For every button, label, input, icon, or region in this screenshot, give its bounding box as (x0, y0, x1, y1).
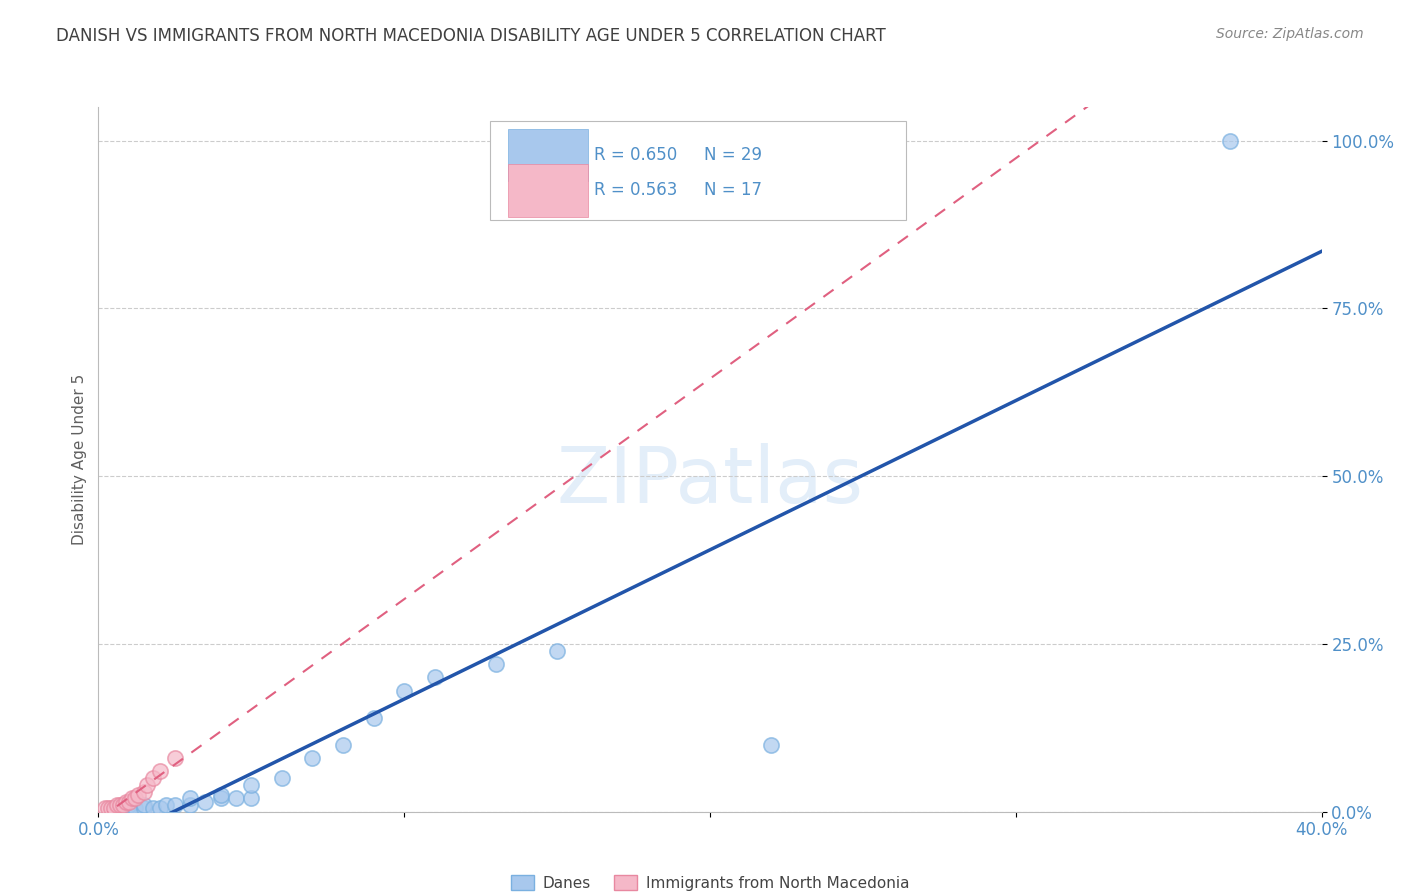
Point (194, 795, 217, 809)
Text: R = 0.563: R = 0.563 (593, 181, 678, 199)
Point (108, 797, 131, 812)
Point (103, 801, 125, 815)
Point (363, 711, 385, 725)
Point (124, 801, 146, 815)
Text: DANISH VS IMMIGRANTS FROM NORTH MACEDONIA DISABILITY AGE UNDER 5 CORRELATION CHA: DANISH VS IMMIGRANTS FROM NORTH MACEDONI… (56, 27, 886, 45)
Point (134, 784, 156, 798)
Point (111, 801, 134, 815)
Point (134, 797, 156, 812)
Text: ZIPatlas: ZIPatlas (557, 442, 863, 518)
Point (546, 643, 568, 657)
Point (134, 801, 156, 815)
Point (485, 657, 508, 671)
Point (149, 764, 172, 779)
Text: Source: ZipAtlas.com: Source: ZipAtlas.com (1216, 27, 1364, 41)
Text: N = 17: N = 17 (704, 181, 762, 199)
Point (179, 797, 201, 812)
Point (100, 801, 122, 815)
Point (270, 771, 292, 785)
Point (142, 801, 165, 815)
Point (115, 795, 138, 809)
Point (392, 684, 416, 698)
Point (105, 797, 128, 812)
Y-axis label: Disability Age Under 5: Disability Age Under 5 (72, 374, 87, 545)
Point (209, 788, 232, 802)
Point (759, 738, 782, 752)
Point (118, 801, 141, 815)
Point (93, 801, 115, 815)
Point (163, 797, 186, 812)
Point (240, 778, 263, 792)
Point (163, 751, 186, 765)
Point (149, 801, 172, 815)
Point (103, 801, 125, 815)
Point (118, 797, 141, 812)
Point (332, 738, 354, 752)
Point (1219, 134, 1241, 148)
Point (225, 791, 247, 805)
Text: N = 29: N = 29 (704, 146, 762, 164)
FancyBboxPatch shape (508, 164, 588, 217)
Point (124, 791, 146, 805)
Point (121, 791, 143, 805)
Text: R = 0.650: R = 0.650 (593, 146, 678, 164)
Legend: Danes, Immigrants from North Macedonia: Danes, Immigrants from North Macedonia (505, 869, 915, 892)
Point (240, 791, 263, 805)
Point (127, 788, 149, 802)
FancyBboxPatch shape (489, 121, 905, 219)
Point (179, 791, 201, 805)
Point (111, 797, 134, 812)
Point (155, 797, 177, 812)
FancyBboxPatch shape (508, 128, 588, 181)
Point (209, 791, 232, 805)
Point (142, 771, 165, 785)
Point (118, 795, 141, 809)
Point (97, 801, 120, 815)
Point (136, 778, 159, 792)
Point (301, 751, 323, 765)
Point (423, 671, 446, 685)
